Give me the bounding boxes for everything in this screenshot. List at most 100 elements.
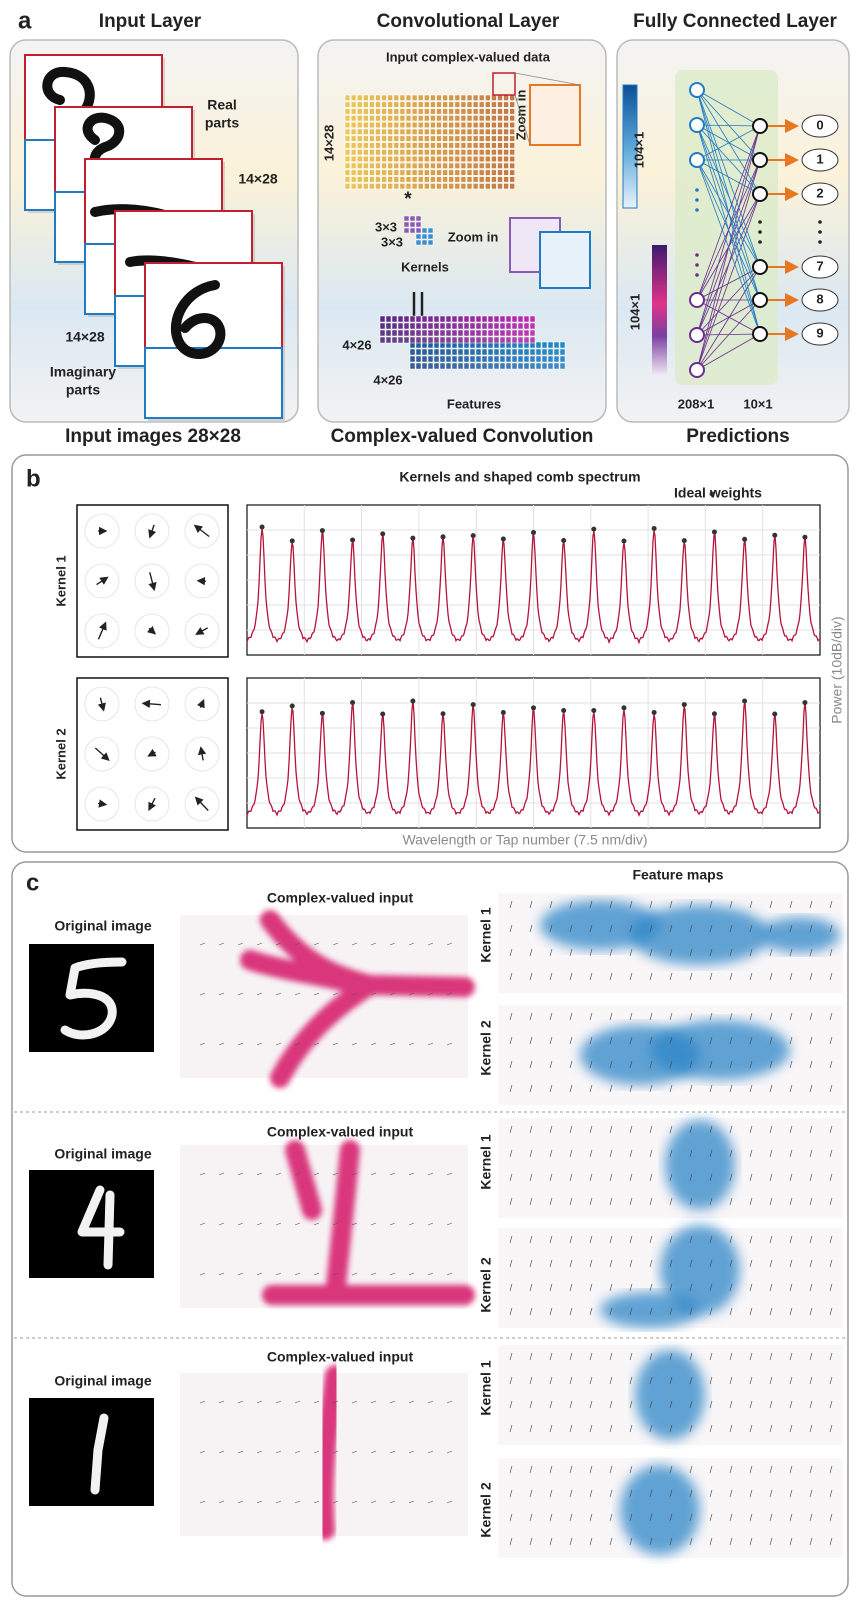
data-cell — [424, 143, 429, 149]
kernel-cell — [422, 240, 427, 245]
ideal-weight — [290, 703, 295, 708]
label: Input images 28×28 — [65, 426, 241, 447]
feature-cell — [422, 323, 427, 329]
feature-blob — [650, 1020, 790, 1080]
weight-arrow — [198, 581, 206, 582]
data-cell — [485, 183, 490, 189]
feature-cell — [554, 342, 559, 348]
data-cell — [357, 129, 362, 135]
feature-cell — [512, 323, 517, 329]
data-cell — [485, 129, 490, 135]
ideal-weight — [350, 537, 355, 542]
output-node — [753, 119, 767, 133]
data-cell — [400, 143, 405, 149]
data-cell — [351, 156, 356, 162]
data-cell — [418, 136, 423, 142]
ideal-weight — [742, 699, 747, 704]
data-cell — [479, 149, 484, 155]
data-cell — [485, 149, 490, 155]
feature-cell — [494, 323, 499, 329]
data-cell — [400, 109, 405, 115]
feature-cell — [488, 316, 493, 322]
data-cell — [388, 136, 393, 142]
data-cell — [394, 163, 399, 169]
feature-cell — [422, 316, 427, 322]
data-cell — [388, 177, 393, 183]
label: Complex-valued input — [267, 1349, 414, 1365]
data-cell — [467, 122, 472, 128]
data-cell — [388, 129, 393, 135]
feature-cell — [470, 316, 475, 322]
ideal-weight — [772, 711, 777, 716]
feature-blob — [620, 1465, 700, 1555]
data-cell — [461, 109, 466, 115]
label: Kernels — [401, 259, 449, 274]
data-cell — [351, 170, 356, 176]
data-cell — [455, 170, 460, 176]
data-cell — [467, 109, 472, 115]
label: Ideal weights — [674, 485, 762, 501]
data-cell — [467, 163, 472, 169]
feature-cell — [518, 363, 523, 369]
feature-blob — [760, 917, 840, 953]
data-cell — [345, 170, 350, 176]
feature-cell — [434, 363, 439, 369]
data-cell — [504, 115, 509, 121]
data-cell — [485, 102, 490, 108]
data-cell — [455, 122, 460, 128]
feature-cell — [380, 316, 385, 322]
data-cell — [443, 129, 448, 135]
data-cell — [345, 129, 350, 135]
ideal-weight — [712, 530, 717, 535]
data-cell — [394, 170, 399, 176]
data-cell — [388, 122, 393, 128]
feature-cell — [380, 330, 385, 336]
feature-blob — [630, 905, 770, 965]
data-cell — [479, 102, 484, 108]
feature-cell — [464, 349, 469, 355]
data-cell — [369, 122, 374, 128]
kernel-cell — [428, 234, 433, 239]
data-cell — [498, 122, 503, 128]
label: parts — [205, 115, 239, 131]
label: Fully Connected Layer — [633, 11, 837, 32]
zoom-box — [540, 232, 590, 288]
data-cell — [369, 95, 374, 101]
data-cell — [498, 136, 503, 142]
data-cell — [461, 156, 466, 162]
data-cell — [345, 163, 350, 169]
data-cell — [491, 102, 496, 108]
data-cell — [412, 170, 417, 176]
data-cell — [351, 143, 356, 149]
data-cell — [394, 102, 399, 108]
data-cell — [479, 163, 484, 169]
data-cell — [504, 109, 509, 115]
feature-cell — [518, 323, 523, 329]
data-cell — [461, 170, 466, 176]
ideal-weight — [471, 702, 476, 707]
feature-cell — [488, 337, 493, 343]
data-cell — [461, 143, 466, 149]
feature-cell — [494, 356, 499, 362]
data-cell — [412, 95, 417, 101]
ideal-weight — [260, 525, 265, 530]
feature-cell — [410, 330, 415, 336]
data-cell — [369, 143, 374, 149]
data-cell — [351, 163, 356, 169]
data-cell — [504, 163, 509, 169]
data-cell — [443, 177, 448, 183]
feature-cell — [464, 363, 469, 369]
label: 7 — [816, 258, 823, 273]
data-cell — [455, 115, 460, 121]
data-cell — [388, 143, 393, 149]
feature-cell — [398, 323, 403, 329]
data-cell — [473, 149, 478, 155]
feature-cell — [440, 337, 445, 343]
data-cell — [485, 170, 490, 176]
output-node — [753, 187, 767, 201]
data-cell — [363, 177, 368, 183]
data-cell — [363, 143, 368, 149]
imag-frame — [145, 348, 282, 418]
data-cell — [491, 163, 496, 169]
kernel-cell — [404, 228, 409, 233]
